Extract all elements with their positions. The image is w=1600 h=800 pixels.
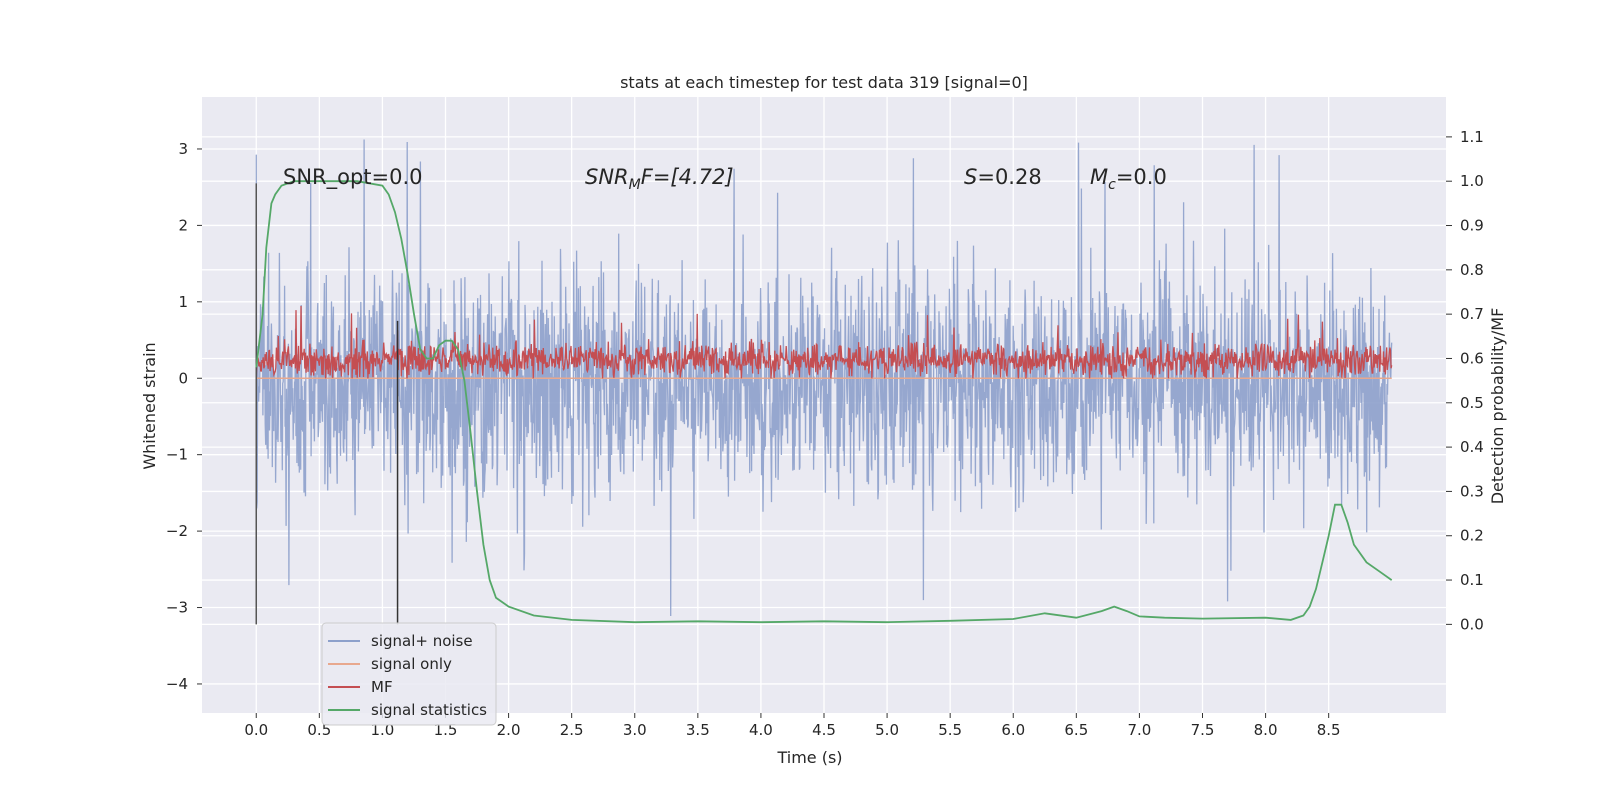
chart-title: stats at each timestep for test data 319… (620, 73, 1028, 92)
x-axis-ticks: 0.0 0.5 1.0 1.5 2.0 2.5 3.0 3.5 4.0 4.5 5.0 5.5 6.0 6… (244, 713, 1341, 739)
annotation-snr-mf: SNRMF=[4.72] (585, 165, 734, 193)
x-tick-label: 3.0 (623, 721, 647, 739)
y2-tick-label: 0.9 (1460, 217, 1484, 235)
y2-tick-label: 1.0 (1460, 172, 1484, 190)
y2-tick-label: 0.5 (1460, 394, 1484, 412)
x-tick-label: 4.5 (812, 721, 836, 739)
x-tick-label: 8.0 (1254, 721, 1278, 739)
y2-tick-label: 0.7 (1460, 305, 1484, 323)
x-tick-label: 8.5 (1317, 721, 1341, 739)
x-tick-label: 3.5 (686, 721, 710, 739)
y2-tick-label: 0.1 (1460, 571, 1484, 589)
y-tick-label: 0 (178, 369, 188, 387)
legend-label-signal-noise: signal+ noise (371, 632, 473, 650)
y-axis-ticks: 3 2 1 0 −1 −2 −3 −4 (166, 140, 202, 693)
y2-tick-label: 0.0 (1460, 615, 1484, 633)
y-tick-label: −4 (166, 675, 188, 693)
y2-axis-label: Detection probability/MF (1488, 308, 1507, 505)
x-tick-label: 0.5 (307, 721, 331, 739)
legend-label-mf: MF (371, 678, 393, 696)
x-tick-label: 2.0 (497, 721, 521, 739)
x-tick-label: 7.5 (1191, 721, 1215, 739)
x-tick-label: 5.5 (938, 721, 962, 739)
y2-tick-label: 0.6 (1460, 349, 1484, 367)
y2-tick-label: 1.1 (1460, 128, 1484, 146)
y-tick-label: 1 (178, 293, 188, 311)
x-tick-label: 2.5 (560, 721, 584, 739)
y2-tick-label: 0.8 (1460, 261, 1484, 279)
series-signal-statistics-line (255, 180, 1393, 624)
y-tick-label: −3 (166, 599, 188, 617)
x-tick-label: 5.0 (875, 721, 899, 739)
y2-tick-label: 0.4 (1460, 438, 1484, 456)
y-tick-label: −1 (166, 446, 188, 464)
y2-tick-label: 0.2 (1460, 527, 1484, 545)
y-tick-label: 2 (178, 216, 188, 234)
x-tick-label: 6.5 (1064, 721, 1088, 739)
series-signal-noise-line (255, 139, 1393, 617)
annotation-s: S=0.28 (964, 165, 1042, 189)
x-tick-label: 4.0 (749, 721, 773, 739)
y2-tick-label: 0.3 (1460, 482, 1484, 500)
annotation-snr-opt: SNR_opt=0.0 (283, 165, 423, 190)
x-tick-label: 0.0 (244, 721, 268, 739)
series-mf-line (255, 305, 1393, 379)
annotation-mc: Mc=0.0 (1090, 165, 1167, 193)
legend-label-signal-statistics: signal statistics (371, 701, 487, 719)
x-tick-label: 7.0 (1127, 721, 1151, 739)
y2-axis-ticks: 0.0 0.1 0.2 0.3 0.4 0.5 0.6 0.7 0.8 0.9 1.0 1.1 (1446, 128, 1484, 633)
legend-label-signal-only: signal only (371, 655, 452, 673)
legend: signal+ noise signal only MF signal stat… (321, 622, 497, 726)
x-tick-label: 6.0 (1001, 721, 1025, 739)
y-axis-label: Whitened strain (140, 342, 159, 469)
y-tick-label: −2 (166, 522, 188, 540)
legend-box (321, 622, 497, 726)
y-tick-label: 3 (178, 140, 188, 158)
x-axis-label: Time (s) (776, 748, 842, 767)
